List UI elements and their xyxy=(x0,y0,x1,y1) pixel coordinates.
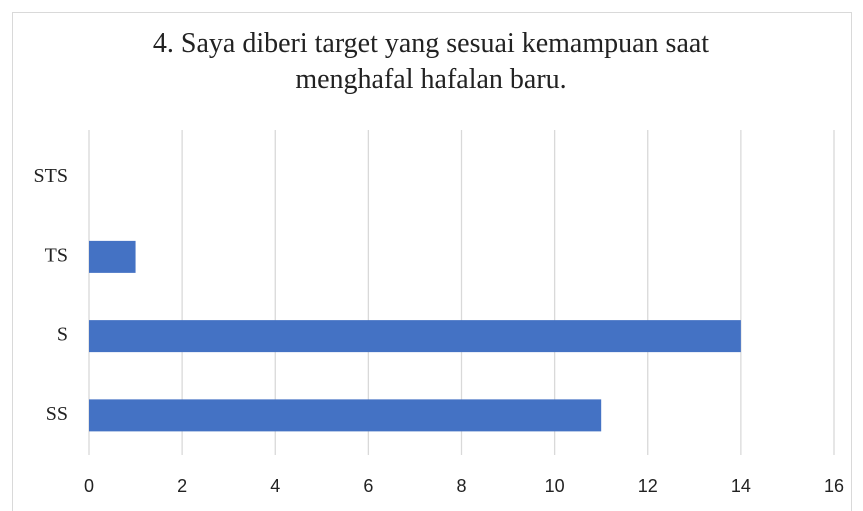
x-tick-label: 4 xyxy=(270,476,280,496)
x-tick-label: 6 xyxy=(363,476,373,496)
y-tick-label: SS xyxy=(46,403,68,425)
bar xyxy=(89,320,741,353)
x-tick-label: 8 xyxy=(456,476,466,496)
x-tick-label: 2 xyxy=(177,476,187,496)
y-tick-label: TS xyxy=(45,244,68,266)
y-tick-label: S xyxy=(57,324,68,346)
bar xyxy=(89,399,602,432)
x-tick-label: 12 xyxy=(638,476,658,496)
bar xyxy=(89,240,136,273)
chart-border xyxy=(12,12,852,511)
x-tick-label: 14 xyxy=(731,476,751,496)
y-tick-label: STS xyxy=(34,165,68,187)
x-tick-label: 0 xyxy=(84,476,94,496)
x-tick-label: 16 xyxy=(824,476,844,496)
x-tick-label: 10 xyxy=(545,476,565,496)
chart-title: 4. Saya diberi target yang sesuai kemamp… xyxy=(152,28,710,95)
